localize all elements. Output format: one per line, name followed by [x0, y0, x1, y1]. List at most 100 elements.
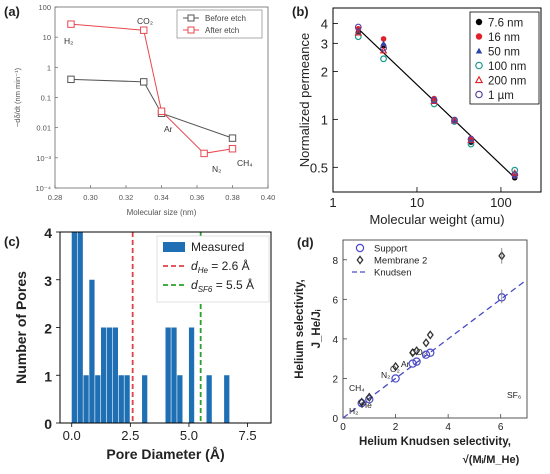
data-point [412, 357, 421, 366]
series-line [70, 23, 233, 154]
histogram-bar [177, 375, 183, 423]
y-tick-label: 10 [43, 33, 51, 42]
data-point [140, 26, 148, 34]
legend-label: dSF6 = 5.5 Å [191, 277, 254, 294]
point-label: CH₄ [237, 158, 253, 168]
legend-label: Knudsen [374, 268, 412, 279]
x-tick-label: 1 [329, 195, 336, 210]
x-tick-label: 10 [410, 195, 424, 210]
histogram-bar [101, 327, 107, 423]
legend-label: 50 nm [488, 47, 520, 59]
point-label: Ar [401, 359, 410, 369]
x-axis-formula: √(Mᵢ/M_He) [463, 454, 520, 466]
y-axis-formula: J_He/Jᵢ [311, 309, 323, 348]
legend-marker [355, 243, 365, 253]
point-label: CO₂ [137, 16, 153, 26]
panel-label-a: (a) [4, 4, 20, 19]
data-point [421, 350, 431, 359]
x-tick-label: 0.32 [119, 193, 134, 202]
histogram-bar [112, 327, 119, 423]
plot-frame [332, 7, 542, 193]
legend-label: 1 µm [488, 90, 514, 102]
data-point [140, 78, 148, 86]
legend-label: 200 nm [488, 76, 526, 88]
x-tick-label: 4 [445, 422, 451, 433]
x-axis-label: Pore Diameter (Å) [106, 446, 224, 462]
y-tick-label: 8 [332, 256, 338, 267]
x-tick-label: 0.34 [154, 193, 169, 202]
x-axis-label: Molecular weight (amu) [369, 212, 504, 227]
panel-label-c: (c) [4, 234, 20, 249]
data-point [67, 20, 75, 28]
legend-marker [475, 90, 483, 99]
y-tick-label: 0 [44, 416, 52, 432]
y-tick-label: 0.01 [36, 124, 51, 133]
data-point [511, 166, 519, 174]
legend-label: After etch [205, 26, 239, 35]
point-label: CH₄ [349, 383, 365, 393]
point-label: SF₆ [507, 390, 521, 400]
data-point [365, 395, 374, 404]
legend-marker [474, 75, 484, 84]
y-tick-label: 4 [44, 225, 52, 241]
legend-label: 100 nm [488, 61, 526, 73]
y-axis-label: Normalized permeance [297, 33, 312, 167]
legend-label: Before etch [205, 14, 246, 23]
y-tick-label: 10⁻⁴ [35, 184, 51, 193]
data-point [157, 107, 166, 115]
data-point [67, 75, 75, 84]
histogram-bar [188, 327, 195, 423]
y-tick-label: 4 [321, 16, 328, 31]
y-tick-label: 3 [44, 273, 52, 289]
point-label: O₂ [390, 364, 400, 374]
legend-box [469, 11, 540, 105]
panel-label-b: (b) [292, 4, 309, 19]
legend-marker [356, 255, 364, 265]
legend-box [156, 235, 270, 303]
legend-label: dHe = 2.6 Å [191, 258, 250, 275]
legend-marker [475, 47, 483, 54]
data-point [354, 33, 362, 41]
y-axis-label: Helium selectivity, [294, 279, 306, 379]
histogram-bar [171, 327, 177, 423]
y-tick-label: 3 [321, 36, 328, 51]
y-axis-label: Number of Pores [13, 271, 29, 384]
data-point [413, 346, 421, 356]
histogram-bar [142, 375, 148, 423]
legend-label: 16 nm [488, 32, 520, 44]
x-tick-label: 0.40 [261, 193, 276, 202]
histogram-bar [118, 375, 124, 423]
x-tick-label: 2 [393, 422, 399, 433]
data-point [358, 397, 366, 407]
histogram-bar [95, 375, 101, 423]
panel-label-d: (d) [297, 235, 314, 250]
x-tick-label: 5.0 [180, 428, 198, 443]
y-tick-label: 10⁻³ [36, 154, 51, 163]
point-label: N₂ [381, 370, 390, 380]
data-point [408, 359, 417, 368]
legend-label: Measured [191, 240, 244, 254]
point-label: He [361, 400, 372, 410]
x-tick-label: 6 [498, 422, 504, 433]
y-tick-label: 100 [38, 3, 51, 12]
data-point [467, 135, 475, 143]
y-tick-label: 1 [44, 368, 52, 384]
x-tick-label: 100 [490, 195, 512, 210]
point-label: N₂ [212, 164, 221, 174]
data-point [426, 330, 434, 340]
x-tick-label: 0.38 [225, 193, 240, 202]
data-point [380, 44, 387, 52]
y-axis-label: −dδ/dt (nm min⁻¹) [13, 67, 22, 127]
plot-frame [342, 239, 528, 419]
point-label: CO₂ [410, 347, 426, 357]
histogram-bar [224, 375, 230, 423]
y-tick-label: 1 [47, 63, 51, 72]
legend-marker [475, 18, 483, 26]
data-point [380, 55, 387, 63]
data-point [511, 169, 519, 176]
data-point [422, 338, 430, 348]
x-tick-label: 7.5 [239, 428, 257, 443]
x-tick-label: 0.28 [48, 193, 63, 202]
data-point [354, 23, 362, 31]
